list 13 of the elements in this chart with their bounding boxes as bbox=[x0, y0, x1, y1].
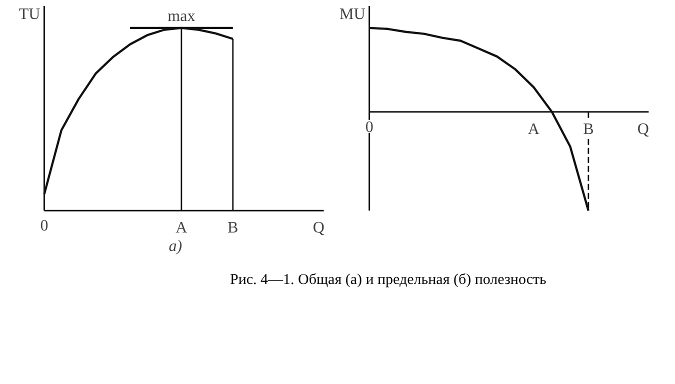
x-tick-label: B bbox=[228, 220, 238, 237]
text: max bbox=[168, 8, 196, 25]
x-tick-label: A bbox=[176, 220, 188, 237]
text: Рис. 4—1. Общая (а) и предельная (б) полезность bbox=[230, 271, 546, 290]
x-tick-label: Q bbox=[312, 220, 325, 237]
y-axis-title: TU bbox=[18, 6, 41, 23]
text: а) bbox=[168, 238, 182, 256]
x-tick-label: 0 bbox=[365, 118, 374, 136]
x-tick-label: A bbox=[528, 120, 540, 138]
x-tick-label: Q bbox=[637, 120, 650, 138]
y-axis-title: MU bbox=[340, 6, 366, 23]
x-tick-label: 0 bbox=[40, 218, 48, 235]
x-tick-label: B bbox=[583, 120, 594, 138]
